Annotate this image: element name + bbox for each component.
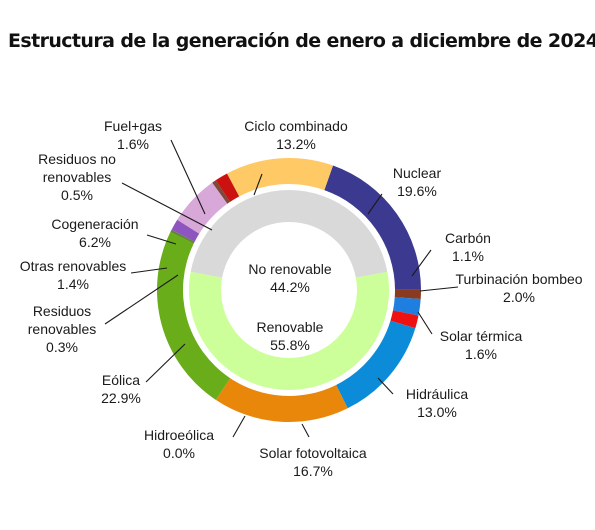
leader-line-solar-termica [417,311,433,335]
leader-line-ciclo-combinado [253,173,263,196]
name-label-otras-renovables: Otras renovables [20,258,127,274]
label-fuel-gas: Fuel+gas 1.6% [104,118,162,152]
outer-slice-ciclo-combinado [227,158,334,197]
leader-line-nuclear [367,193,383,215]
label-nuclear: Nuclear 19.6% [393,165,442,199]
name-label-residuos-renovables: Residuos [33,303,91,319]
name-label-residuos-renovables: renovables [28,321,97,337]
leader-line-solar-fotovoltaica [301,423,310,438]
label-hidroeolica: Hidroeólica 0.0% [144,427,214,461]
label-solar-fotovoltaica: Solar fotovoltaica 16.7% [259,445,367,479]
label-otras-renovables: Otras renovables 1.4% [20,258,127,292]
inner-slice-no-renovable [190,190,388,278]
outer-slice-otras-renovables [171,219,200,242]
value-label-hidroeolica: 0.0% [163,445,195,461]
name-label-hidroeolica: Hidroeólica [144,427,214,443]
leader-line-cogeneracion [146,234,177,245]
outer-slice-fuel-gas [215,173,240,202]
label-cogeneracion: Cogeneración 6.2% [51,216,138,250]
name-label-cogeneracion: Cogeneración [51,216,138,232]
value-label-solar-termica: 1.6% [465,346,497,362]
name-label-residuos-no-renovables: Residuos no [38,151,116,167]
name-label-residuos-no-renovables: renovables [43,169,112,185]
outer-slice-eolica [157,232,231,400]
leader-line-hidraulica [377,377,394,395]
leader-line-residuos-renovables [104,274,179,325]
inner-value-renovable: 55.8% [270,337,310,353]
label-hidraulica: Hidráulica 13.0% [406,386,468,420]
label-residuos-no-renovables: Residuos no renovables 0.5% [38,151,116,203]
outer-slice-residuos-renovables [170,229,195,244]
inner-value-no-renovable: 44.2% [270,279,310,295]
value-label-nuclear: 19.6% [397,183,437,199]
leader-line-fuel-gas [170,139,206,215]
name-label-turbinacion-bombeo: Turbinación bombeo [455,271,582,287]
outer-slice-hidraulica [336,320,416,409]
leader-line-eolica [145,343,186,383]
inner-label-no-renovable: No renovable [248,261,331,277]
name-label-hidraulica: Hidráulica [406,386,468,402]
chart-title: Estructura de la generación de enero a d… [8,30,595,52]
label-ciclo-combinado: Ciclo combinado 13.2% [244,118,348,152]
outer-slice-solar-fotovoltaica [215,378,348,423]
value-label-residuos-renovables: 0.3% [46,339,78,355]
leader-line-turbinacion-bombeo [419,286,459,292]
value-label-ciclo-combinado: 13.2% [276,136,316,152]
value-label-solar-fotovoltaica: 16.7% [293,463,333,479]
name-label-eolica: Eólica [102,372,140,388]
inner-slice-renovable [188,271,389,391]
value-label-otras-renovables: 1.4% [57,276,89,292]
outer-slice-carbon [394,289,421,300]
name-label-solar-fotovoltaica: Solar fotovoltaica [259,445,367,461]
label-residuos-renovables: Residuos renovables 0.3% [28,303,97,355]
label-carbon: Carbón 1.1% [445,230,491,264]
outer-slice-turbinacion-bombeo [393,297,421,316]
value-label-turbinacion-bombeo: 2.0% [503,289,535,305]
outer-ring [157,158,421,423]
outer-slice-nuclear [324,165,421,290]
leader-line-hidroeolica [232,415,246,438]
name-label-fuel-gas: Fuel+gas [104,118,162,134]
name-label-nuclear: Nuclear [393,165,442,181]
outer-slice-solar-termica [390,310,419,329]
name-label-ciclo-combinado: Ciclo combinado [244,118,348,134]
value-label-hidraulica: 13.0% [417,404,457,420]
value-label-residuos-no-renovables: 0.5% [61,187,93,203]
inner-label-renovable: Renovable [257,319,324,335]
name-label-solar-termica: Solar térmica [440,328,523,344]
value-label-cogeneracion: 6.2% [79,234,111,250]
name-label-carbon: Carbón [445,230,491,246]
leader-line-otras-renovables [130,267,168,274]
value-label-eolica: 22.9% [101,390,141,406]
leader-line-carbon [411,249,432,277]
label-turbinacion-bombeo: Turbinación bombeo 2.0% [455,271,582,305]
leader-line-residuos-no-renovables [121,182,213,231]
outer-slice-residuos-no-renovables [212,180,231,204]
value-label-carbon: 1.1% [452,248,484,264]
label-eolica: Eólica 22.9% [101,372,141,406]
label-solar-termica: Solar térmica 1.6% [440,328,523,362]
value-label-fuel-gas: 1.6% [117,136,149,152]
